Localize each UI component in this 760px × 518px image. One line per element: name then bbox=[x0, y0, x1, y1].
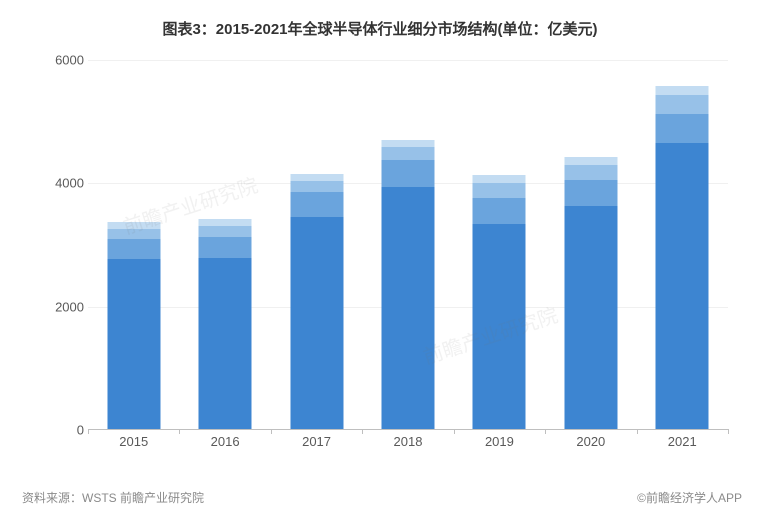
x-axis-label: 2020 bbox=[545, 434, 636, 449]
x-axis-label: 2021 bbox=[637, 434, 728, 449]
bar-segment bbox=[290, 192, 343, 217]
bar-segment bbox=[199, 258, 252, 429]
chart-title: 图表3：2015-2021年全球半导体行业细分市场结构(单位：亿美元) bbox=[0, 0, 760, 47]
bar-segment bbox=[290, 181, 343, 193]
chart-area: 0 2000 4000 6000 20152016201720182019202020… bbox=[36, 50, 736, 470]
bar-column bbox=[271, 60, 362, 429]
bar-column bbox=[88, 60, 179, 429]
bar-segment bbox=[381, 147, 434, 160]
bar-stack bbox=[564, 157, 617, 429]
bar-column bbox=[454, 60, 545, 429]
bar-segment bbox=[290, 217, 343, 429]
bar-segment bbox=[473, 175, 526, 183]
copyright-label: ©前瞻经济学人APP bbox=[637, 489, 742, 506]
bar-segment bbox=[199, 237, 252, 259]
bar-column bbox=[179, 60, 270, 429]
bar-segment bbox=[564, 180, 617, 207]
y-tick-label: 4000 bbox=[36, 176, 84, 191]
bar-stack bbox=[107, 222, 160, 429]
bar-segment bbox=[381, 160, 434, 187]
bar-segment bbox=[107, 259, 160, 429]
bar-stack bbox=[473, 175, 526, 429]
x-axis-label: 2015 bbox=[88, 434, 179, 449]
bar-segment bbox=[564, 165, 617, 180]
bar-columns bbox=[88, 60, 728, 429]
x-axis-label: 2017 bbox=[271, 434, 362, 449]
x-axis-label: 2016 bbox=[179, 434, 270, 449]
y-tick-label: 2000 bbox=[36, 299, 84, 314]
x-tick bbox=[728, 429, 729, 434]
bar-stack bbox=[290, 174, 343, 429]
bar-column bbox=[362, 60, 453, 429]
bar-segment bbox=[564, 206, 617, 429]
bar-column bbox=[637, 60, 728, 429]
bar-stack bbox=[199, 219, 252, 429]
source-label: 资料来源：WSTS 前瞻产业研究院 bbox=[22, 489, 204, 506]
bar-stack bbox=[656, 86, 709, 429]
bar-segment bbox=[290, 174, 343, 181]
bar-segment bbox=[656, 86, 709, 95]
bar-segment bbox=[107, 239, 160, 259]
bar-segment bbox=[656, 114, 709, 144]
bar-segment bbox=[656, 95, 709, 114]
bar-segment bbox=[107, 229, 160, 239]
x-axis-labels: 2015201620172018201920202021 bbox=[88, 434, 728, 449]
bar-stack bbox=[381, 140, 434, 429]
bar-segment bbox=[381, 140, 434, 147]
bar-segment bbox=[473, 198, 526, 224]
x-axis-label: 2019 bbox=[454, 434, 545, 449]
plot-area bbox=[88, 60, 728, 430]
bar-segment bbox=[473, 224, 526, 429]
bar-column bbox=[545, 60, 636, 429]
bar-segment bbox=[473, 183, 526, 198]
bar-segment bbox=[199, 226, 252, 237]
y-tick-label: 0 bbox=[36, 423, 84, 438]
x-axis-label: 2018 bbox=[362, 434, 453, 449]
y-tick-label: 6000 bbox=[36, 53, 84, 68]
bar-segment bbox=[564, 157, 617, 165]
bar-segment bbox=[656, 143, 709, 429]
bar-segment bbox=[381, 187, 434, 429]
